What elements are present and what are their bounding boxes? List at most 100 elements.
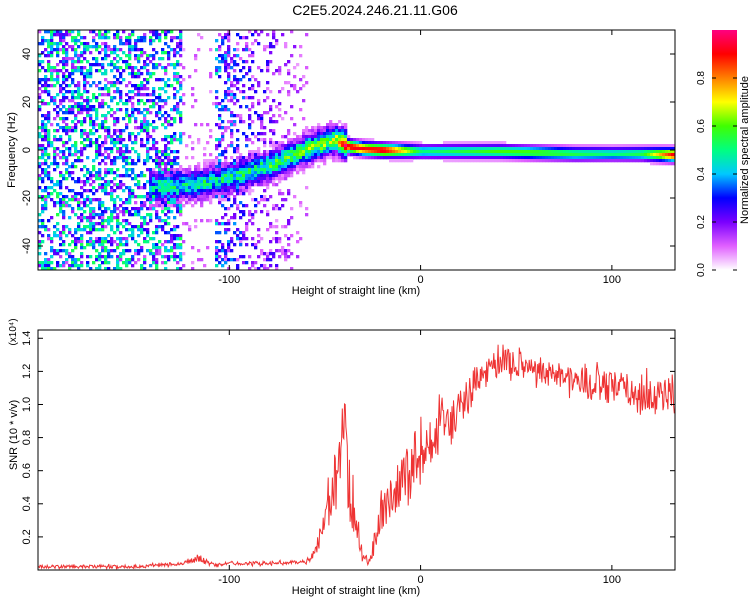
- spectrogram-cell: [62, 144, 66, 148]
- spectrogram-cell: [41, 99, 45, 103]
- spectrogram-cell: [125, 222, 129, 226]
- spectrogram-cell: [59, 237, 63, 241]
- spectrogram-cell: [98, 105, 102, 109]
- spectrogram-cell: [527, 156, 531, 160]
- spectrogram-cell: [119, 183, 123, 187]
- spectrogram-cell: [605, 159, 609, 163]
- spectrogram-cell: [185, 198, 189, 202]
- spectrogram-cell: [137, 213, 141, 217]
- spectrogram-cell: [176, 150, 180, 154]
- spectrogram-cell: [233, 102, 237, 106]
- spectrogram-cell: [257, 33, 261, 37]
- spectrogram-cell: [230, 90, 234, 94]
- spectrogram-cell: [206, 162, 210, 166]
- spectrogram-cell: [143, 261, 147, 265]
- spectrogram-cell: [164, 111, 168, 115]
- spectrogram-cell: [80, 147, 84, 151]
- spectrogram-cell: [116, 147, 120, 151]
- spectrogram-cell: [140, 123, 144, 127]
- spectrogram-cell: [293, 168, 297, 172]
- spectrogram-cell: [80, 69, 84, 73]
- spectrogram-cell: [254, 165, 258, 169]
- spectrogram-cell: [281, 225, 285, 229]
- spectrogram-cell: [305, 132, 309, 136]
- spectrogram-cell: [113, 189, 117, 193]
- spectrogram-cell: [59, 186, 63, 190]
- spectrogram-cell: [107, 192, 111, 196]
- spectrogram-cell: [158, 156, 162, 160]
- spectrogram-cell: [203, 183, 207, 187]
- spectrogram-cell: [80, 108, 84, 112]
- spectrogram-cell: [158, 192, 162, 196]
- spectrogram-cell: [158, 186, 162, 190]
- spectrogram-cell: [293, 75, 297, 79]
- spectrogram-cell: [401, 147, 405, 151]
- spectrogram-cell: [263, 183, 267, 187]
- spectrogram-cell: [71, 120, 75, 124]
- spectrogram-cell: [59, 183, 63, 187]
- spectrogram-cell: [74, 48, 78, 52]
- spectrogram-y-tick-label: -20: [21, 190, 33, 206]
- spectrogram-cell: [101, 153, 105, 157]
- spectrogram-cell: [479, 141, 483, 145]
- spectrogram-cell: [125, 93, 129, 97]
- spectrogram-cell: [50, 54, 54, 58]
- spectrogram-cell: [290, 162, 294, 166]
- spectrogram-cell: [41, 234, 45, 238]
- spectrogram-cell: [125, 111, 129, 115]
- spectrogram-cell: [179, 213, 183, 217]
- spectrogram-cell: [119, 75, 123, 79]
- spectrogram-cell: [623, 156, 627, 160]
- spectrogram-cell: [122, 30, 126, 34]
- spectrogram-cell: [101, 240, 105, 244]
- spectrogram-cell: [83, 228, 87, 232]
- spectrogram-cell: [89, 69, 93, 73]
- spectrogram-cell: [71, 39, 75, 43]
- spectrogram-cell: [263, 204, 267, 208]
- spectrogram-cell: [242, 162, 246, 166]
- spectrogram-cell: [269, 60, 273, 64]
- spectrogram-cell: [257, 168, 261, 172]
- spectrogram-cell: [179, 33, 183, 37]
- spectrogram-cell: [53, 231, 57, 235]
- spectrogram-cell: [62, 48, 66, 52]
- spectrogram-cell: [239, 36, 243, 40]
- spectrogram-cell: [314, 150, 318, 154]
- spectrogram-cell: [302, 165, 306, 169]
- spectrogram-cell: [41, 207, 45, 211]
- spectrogram-cell: [239, 201, 243, 205]
- spectrogram-cell: [86, 177, 90, 181]
- spectrogram-cell: [311, 144, 315, 148]
- spectrogram-cell: [443, 150, 447, 154]
- spectrogram-cell: [374, 144, 378, 148]
- spectrogram-cell: [221, 60, 225, 64]
- spectrogram-cell: [290, 174, 294, 178]
- spectrogram-cell: [251, 105, 255, 109]
- spectrogram-cell: [134, 195, 138, 199]
- spectrogram-cell: [635, 159, 639, 163]
- spectrogram-cell: [197, 195, 201, 199]
- spectrogram-cell: [86, 135, 90, 139]
- spectrogram-cell: [191, 174, 195, 178]
- spectrogram-cell: [269, 144, 273, 148]
- spectrogram-cell: [86, 75, 90, 79]
- spectrogram-cell: [116, 264, 120, 268]
- spectrogram-cell: [227, 87, 231, 91]
- spectrogram-cell: [278, 66, 282, 70]
- spectrogram-cell: [179, 39, 183, 43]
- spectrogram-cell: [107, 90, 111, 94]
- spectrogram-cell: [161, 150, 165, 154]
- spectrogram-cell: [119, 108, 123, 112]
- colorbar-label: Normalized spectral amplitude: [739, 76, 750, 224]
- spectrogram-cell: [104, 174, 108, 178]
- spectrogram-cell: [275, 267, 279, 270]
- spectrogram-cell: [299, 138, 303, 142]
- spectrogram-cell: [59, 36, 63, 40]
- spectrogram-cell: [119, 222, 123, 226]
- spectrogram-cell: [143, 228, 147, 232]
- spectrogram-cell: [134, 117, 138, 121]
- spectrogram-cell: [77, 207, 81, 211]
- spectrogram-cell: [215, 138, 219, 142]
- spectrogram-cell: [173, 174, 177, 178]
- spectrogram-cell: [152, 141, 156, 145]
